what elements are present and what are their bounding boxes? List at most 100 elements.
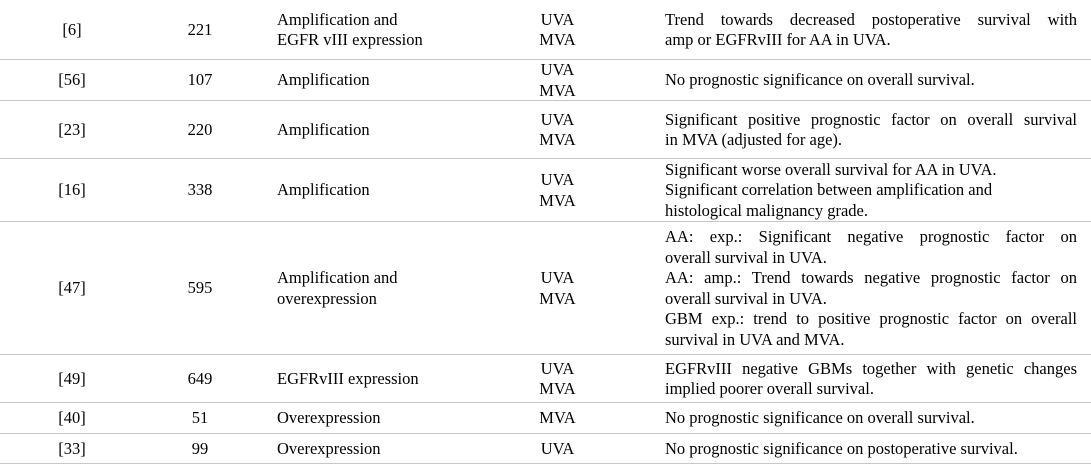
analysis-cell: UVA MVA (520, 159, 595, 222)
results-text: EGFRvIII negative GBMs together with gen… (665, 358, 1077, 378)
analysis-text: UVA (540, 60, 575, 79)
results-lines: No prognostic significance on postoperat… (665, 439, 1077, 460)
patient-count-cell: 649 (165, 355, 235, 403)
analysis-text: MVA (539, 190, 576, 210)
analysis-cell: UVA MVA (520, 355, 595, 403)
alteration-text: overexpression (277, 288, 377, 308)
reference-cell: [47] (40, 222, 104, 355)
alteration-text: EGFRvIII expression (277, 368, 419, 388)
table-row: [56] 107 Amplification UVA MVA No prognostic … (0, 60, 1091, 101)
patient-count-text: 107 (187, 70, 213, 90)
results-lines: No prognostic significance on overall su… (665, 70, 1077, 91)
patient-count-cell: 107 (165, 60, 235, 101)
results-text: AA: amp.: Trend towards negative prognos… (665, 268, 1077, 287)
patient-count-cell: 220 (165, 101, 235, 159)
results-cell: Significant positive prognostic factor o… (665, 101, 1077, 159)
alteration-text: EGFR vIII expression (277, 30, 423, 49)
patient-count-cell: 99 (165, 434, 235, 464)
results-text: survival in UVA and MVA. (665, 329, 845, 349)
results-text: No prognostic significance on overall su… (665, 408, 975, 428)
results-text: Significant correlation between amplific… (665, 180, 993, 200)
analysis-text: MVA (539, 130, 576, 149)
alteration-cell: Amplification and EGFR vIII expression (277, 0, 527, 60)
reference-text: [16] (58, 180, 86, 200)
results-text: Trend towards decreased postoperative su… (665, 9, 1077, 29)
results-text: AA: exp.: Significant negative prognosti… (665, 227, 1077, 246)
results-lines: No prognostic significance on overall su… (665, 408, 1077, 429)
analysis-lines: MVA (539, 408, 575, 429)
patient-count-text: 595 (187, 278, 213, 298)
patient-count-text: 51 (191, 408, 209, 428)
results-text: Significant worse overall survival for A… (665, 159, 997, 179)
results-lines: Significant positive prognostic factor o… (665, 110, 1077, 151)
analysis-lines: UVA MVA (539, 268, 575, 309)
analysis-text: UVA (540, 438, 575, 458)
reference-text: [33] (58, 438, 86, 458)
results-lines: EGFRvIII negative GBMs together with gen… (665, 359, 1077, 400)
analysis-text: MVA (539, 80, 576, 100)
patient-count-text: 99 (191, 438, 209, 458)
results-cell: No prognostic significance on postoperat… (665, 434, 1077, 464)
alteration-cell: Amplification (277, 60, 527, 101)
analysis-cell: UVA MVA (520, 0, 595, 60)
analysis-text: UVA (540, 9, 575, 29)
table-row: [6] 221 Amplification and EGFR vIII express… (0, 0, 1091, 60)
table-row: [47] 595 Amplification and overexpression UV… (0, 222, 1091, 355)
results-text: No prognostic significance on overall su… (665, 70, 975, 90)
table-row: [23] 220 Amplification UVA MVA Significant po… (0, 101, 1091, 159)
reference-cell: [23] (40, 101, 104, 159)
alteration-cell: Overexpression (277, 403, 527, 434)
reference-cell: [56] (40, 60, 104, 101)
results-lines: Trend towards decreased postoperative su… (665, 10, 1077, 51)
reference-cell: [33] (40, 434, 104, 464)
results-lines: AA: exp.: Significant negative prognosti… (665, 227, 1077, 350)
alteration-text: Amplification (277, 119, 370, 139)
analysis-lines: UVA MVA (539, 10, 575, 51)
reference-text: [56] (58, 70, 86, 90)
analysis-cell: UVA MVA (520, 222, 595, 355)
results-cell: No prognostic significance on overall su… (665, 403, 1077, 434)
alteration-text: Amplification (277, 70, 370, 90)
patient-count-cell: 51 (165, 403, 235, 434)
analysis-cell: UVA MVA (520, 60, 595, 101)
analysis-cell: UVA MVA (520, 101, 595, 159)
analysis-text: UVA (540, 268, 575, 287)
alteration-lines: Amplification (277, 70, 370, 91)
analysis-lines: UVA MVA (539, 359, 575, 400)
alteration-lines: Amplification and overexpression (277, 268, 398, 309)
table-row: [16] 338 Amplification UVA MVA Significant wo… (0, 159, 1091, 222)
results-text: overall survival in UVA. (665, 288, 827, 308)
analysis-text: UVA (540, 170, 575, 189)
alteration-lines: Overexpression (277, 439, 381, 460)
analysis-lines: UVA MVA (539, 170, 575, 211)
results-text: Significant positive prognostic factor o… (665, 109, 1077, 129)
analysis-lines: UVA (541, 439, 575, 460)
reference-cell: [6] (40, 0, 104, 60)
results-cell: Significant worse overall survival for A… (665, 159, 1077, 222)
results-cell: No prognostic significance on overall su… (665, 60, 1077, 101)
analysis-text: MVA (539, 288, 576, 308)
alteration-lines: Amplification (277, 120, 370, 141)
alteration-lines: Amplification (277, 180, 370, 201)
analysis-text: MVA (539, 408, 576, 428)
patient-count-cell: 595 (165, 222, 235, 355)
results-text: histological malignancy grade. (665, 200, 868, 220)
results-text: No prognostic significance on postoperat… (665, 438, 1018, 458)
patient-count-text: 338 (187, 180, 213, 200)
alteration-text: Overexpression (277, 438, 381, 458)
results-lines: Significant worse overall survival for A… (665, 160, 1077, 222)
alteration-lines: EGFRvIII expression (277, 369, 419, 390)
analysis-text: UVA (540, 109, 575, 129)
alteration-cell: Overexpression (277, 434, 527, 464)
analysis-text: UVA (540, 358, 575, 378)
table-row: [40] 51 Overexpression MVA No prognostic sig… (0, 403, 1091, 434)
alteration-cell: EGFRvIII expression (277, 355, 527, 403)
alteration-text: Overexpression (277, 408, 381, 428)
alteration-lines: Amplification and EGFR vIII expression (277, 10, 423, 51)
alteration-cell: Amplification and overexpression (277, 222, 527, 355)
alteration-text: Amplification and (277, 9, 398, 29)
analysis-cell: MVA (520, 403, 595, 434)
patient-count-cell: 221 (165, 0, 235, 60)
table-row: [49] 649 EGFRvIII expression UVA MVA EGFRvIII… (0, 355, 1091, 403)
analysis-text: MVA (539, 30, 576, 49)
